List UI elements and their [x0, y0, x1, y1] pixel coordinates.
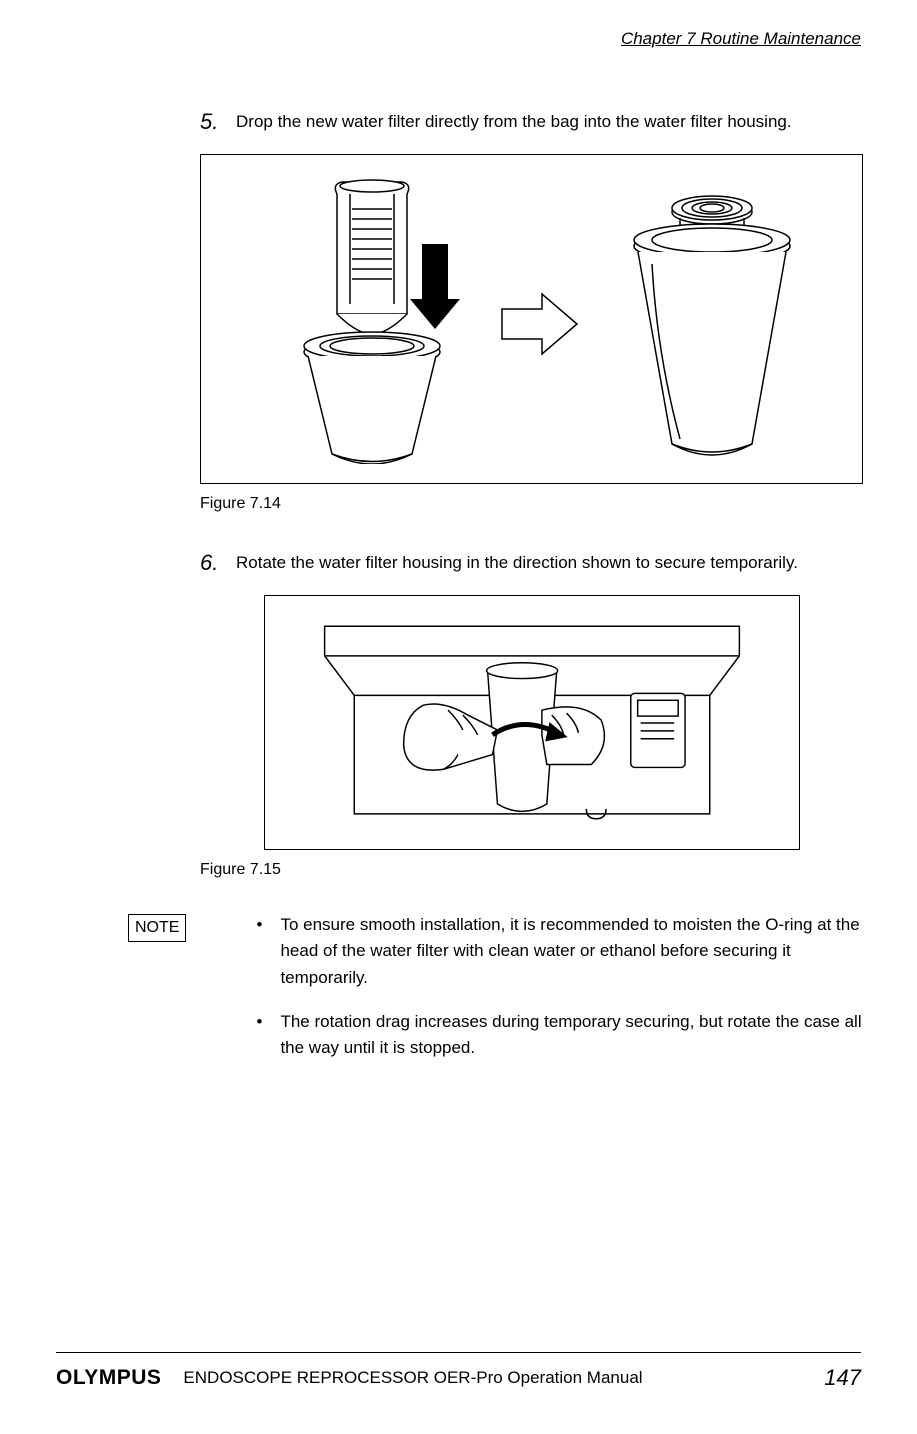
- figure-caption: Figure 7.15: [200, 858, 863, 882]
- note-block: NOTE To ensure smooth installation, it i…: [200, 912, 863, 1080]
- step-text: Rotate the water filter housing in the d…: [236, 546, 863, 576]
- note-label: NOTE: [128, 914, 186, 942]
- note-item: To ensure smooth installation, it is rec…: [256, 912, 863, 991]
- main-content: 5. Drop the new water filter directly fr…: [200, 105, 863, 1080]
- figure-7-14-box: [200, 154, 863, 484]
- note-item: The rotation drag increases during tempo…: [256, 1009, 863, 1062]
- chapter-header: Chapter 7 Routine Maintenance: [621, 26, 861, 52]
- figure-caption: Figure 7.14: [200, 492, 863, 516]
- rotate-housing-diagram-icon: [295, 615, 769, 830]
- step-text: Drop the new water filter directly from …: [236, 105, 863, 135]
- figure-7-15-box: [264, 595, 800, 850]
- filter-drop-diagram-icon: [232, 174, 832, 464]
- footer-left: OLYMPUS ENDOSCOPE REPROCESSOR OER-Pro Op…: [56, 1362, 643, 1394]
- step-number: 5.: [200, 105, 226, 138]
- page-footer: OLYMPUS ENDOSCOPE REPROCESSOR OER-Pro Op…: [56, 1352, 861, 1394]
- manual-title: ENDOSCOPE REPROCESSOR OER-Pro Operation …: [183, 1365, 642, 1391]
- step-5: 5. Drop the new water filter directly fr…: [200, 105, 863, 138]
- step-number: 6.: [200, 546, 226, 579]
- brand-logo: OLYMPUS: [56, 1362, 161, 1394]
- page-number: 147: [824, 1361, 861, 1394]
- note-content: To ensure smooth installation, it is rec…: [210, 912, 863, 1080]
- step-6: 6. Rotate the water filter housing in th…: [200, 546, 863, 579]
